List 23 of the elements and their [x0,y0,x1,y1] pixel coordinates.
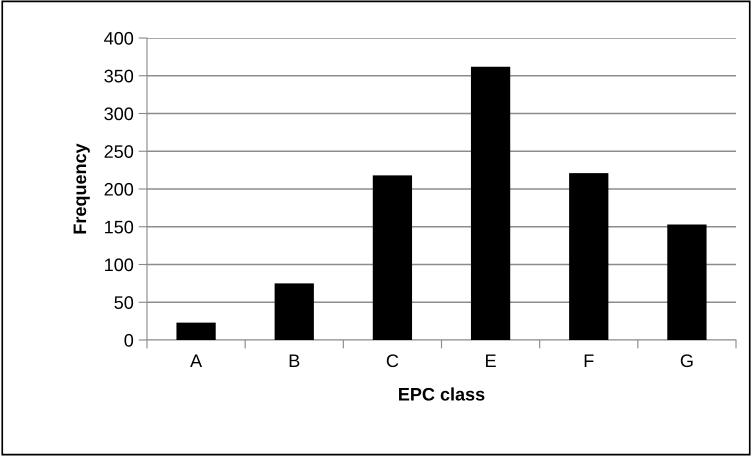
y-tick-label: 350 [104,70,134,82]
bar [470,66,510,340]
y-tick-label: 50 [114,296,134,309]
x-tick-label: F [584,354,594,367]
bar [667,224,707,340]
y-tick-label: 150 [105,220,134,234]
y-tick-label: 0 [124,334,134,347]
y-tick-label: 250 [104,145,134,158]
x-tick-label: B [290,354,300,367]
bar [274,283,314,340]
bar [372,175,412,340]
x-tick-label: C [386,354,398,368]
x-tick-label: G [680,354,693,368]
y-tick-label: 300 [104,107,134,120]
bar [176,322,216,340]
y-tick-label: 400 [104,32,134,45]
y-tick-label: 100 [105,258,134,272]
x-tick-label: A [190,354,202,367]
bar [569,173,608,340]
y-tick-label: 200 [104,182,134,196]
y-axis-title: Frequency [74,143,90,234]
x-axis-title: EPC class [399,387,484,401]
x-tick-label: E [486,354,496,367]
